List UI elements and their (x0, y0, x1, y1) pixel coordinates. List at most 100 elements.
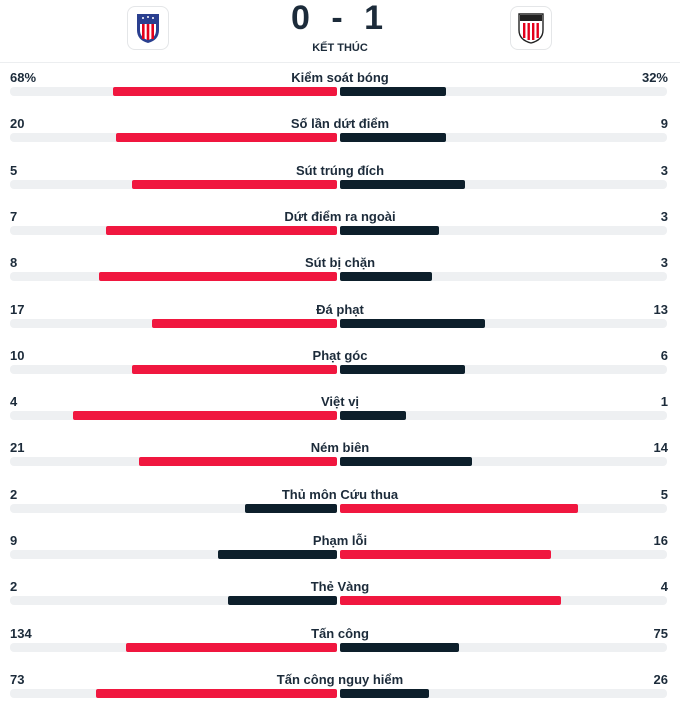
home-stat-value: 17 (10, 301, 25, 317)
home-stat-bar (99, 272, 337, 282)
away-bar-track (340, 457, 667, 467)
away-stat-bar (340, 133, 446, 143)
stat-name: Việt vị (320, 394, 360, 410)
away-stat-value: 26 (653, 671, 668, 687)
stat-row: 134 Tấn công 75 (0, 620, 680, 666)
home-stat-value: 5 (10, 162, 18, 178)
home-stat-value: 21 (10, 440, 25, 456)
away-stat-value: 6 (660, 347, 668, 363)
away-stat-bar (340, 318, 485, 328)
away-stat-bar (340, 411, 406, 421)
home-stat-value: 7 (10, 208, 18, 224)
home-stat-value: 8 (10, 255, 18, 271)
away-stat-value: 3 (660, 162, 668, 178)
stat-name: Sút bị chặn (304, 255, 376, 271)
away-bar-track (340, 87, 667, 96)
home-stat-value: 9 (10, 533, 18, 548)
home-stat-value: 4 (10, 394, 18, 410)
atletico-madrid-crest-icon (137, 14, 159, 43)
stat-name: Tấn công (311, 625, 369, 641)
stat-row: 2 Thủ môn Cứu thua 5 (0, 481, 680, 527)
home-stat-bar (218, 550, 337, 559)
away-bar-track (340, 318, 667, 328)
stat-name: Phạm lỗi (312, 533, 368, 548)
home-stat-bar (126, 642, 337, 652)
away-stat-bar (340, 87, 446, 96)
away-stat-bar (340, 688, 429, 698)
away-bar-track (340, 179, 667, 189)
away-stat-value: 13 (653, 301, 668, 317)
stat-row: 4 Việt vị 1 (0, 388, 680, 434)
away-bar-track (340, 411, 667, 421)
home-stat-bar (96, 688, 337, 698)
away-stat-bar (340, 225, 439, 235)
stat-name: Ném biên (310, 440, 370, 456)
away-stat-value: 3 (660, 255, 668, 271)
home-stat-value: 10 (10, 347, 25, 363)
stat-row: 20 Số lần dứt điểm 9 (0, 110, 680, 156)
stat-row: 7 Dứt điểm ra ngoài 3 (0, 203, 680, 249)
stat-row: 10 Phạt góc 6 (0, 342, 680, 388)
home-stat-bar (113, 87, 337, 96)
home-bar-track (10, 550, 337, 559)
stat-row: 73 Tấn công nguy hiểm 26 (0, 666, 680, 712)
home-stat-bar (73, 411, 337, 421)
stat-name: Tấn công nguy hiểm (276, 671, 404, 687)
away-stat-value: 16 (653, 533, 668, 548)
home-bar-track (10, 596, 337, 606)
away-stat-value: 32% (641, 70, 668, 85)
stat-name: Phạt góc (312, 347, 368, 363)
home-team-crest[interactable] (127, 6, 169, 50)
stat-name: Thẻ Vàng (310, 579, 370, 595)
home-stat-bar (106, 225, 337, 235)
stat-name: Sút trúng đích (295, 162, 385, 178)
away-stat-value: 14 (653, 440, 668, 456)
away-stat-value: 5 (660, 486, 668, 502)
away-stat-bar (340, 550, 551, 559)
stat-row: 9 Phạm lỗi 16 (0, 527, 680, 573)
away-stat-bar (340, 596, 561, 606)
home-stat-bar (228, 596, 337, 606)
away-bar-track (340, 225, 667, 235)
away-team-crest[interactable] (510, 6, 552, 50)
stat-row: 8 Sút bị chặn 3 (0, 249, 680, 295)
stat-name: Số lần dứt điểm (290, 116, 390, 132)
stat-row: 5 Sút trúng đích 3 (0, 157, 680, 203)
away-stat-value: 3 (660, 208, 668, 224)
athletic-club-crest-icon (518, 13, 544, 44)
home-stat-bar (132, 179, 337, 189)
home-bar-track (10, 503, 337, 513)
away-bar-track (340, 272, 667, 282)
away-stat-value: 9 (660, 116, 668, 132)
match-header: 0 - 1 KẾT THÚC (0, 0, 680, 63)
away-bar-track (340, 642, 667, 652)
home-stat-bar (245, 503, 337, 513)
home-stat-value: 20 (10, 116, 25, 132)
away-stat-bar (340, 642, 459, 652)
home-stat-bar (116, 133, 337, 143)
away-stat-bar (340, 364, 465, 374)
stat-row: 21 Ném biên 14 (0, 434, 680, 480)
home-stat-value: 2 (10, 579, 18, 595)
stat-name: Dứt điểm ra ngoài (284, 208, 396, 224)
home-stat-bar (152, 318, 337, 328)
stat-row: 68% Kiểm soát bóng 32% (0, 64, 680, 110)
match-score: 0 - 1 (290, 0, 390, 37)
away-bar-track (340, 364, 667, 374)
away-bar-track (340, 688, 667, 698)
away-stat-bar (340, 457, 472, 467)
match-status: KẾT THÚC (312, 42, 368, 54)
stat-name: Đá phạt (316, 301, 364, 317)
stat-row: 2 Thẻ Vàng 4 (0, 573, 680, 619)
stat-row: 17 Đá phạt 13 (0, 296, 680, 342)
away-stat-value: 4 (660, 579, 668, 595)
stat-name: Kiểm soát bóng (291, 70, 389, 85)
home-stat-value: 73 (10, 671, 25, 687)
away-bar-track (340, 133, 667, 143)
stat-name: Thủ môn Cứu thua (281, 486, 399, 502)
home-stat-bar (132, 364, 337, 374)
home-stat-value: 134 (10, 625, 32, 641)
away-stat-value: 75 (653, 625, 668, 641)
away-stat-bar (340, 272, 432, 282)
away-stat-bar (340, 179, 465, 189)
